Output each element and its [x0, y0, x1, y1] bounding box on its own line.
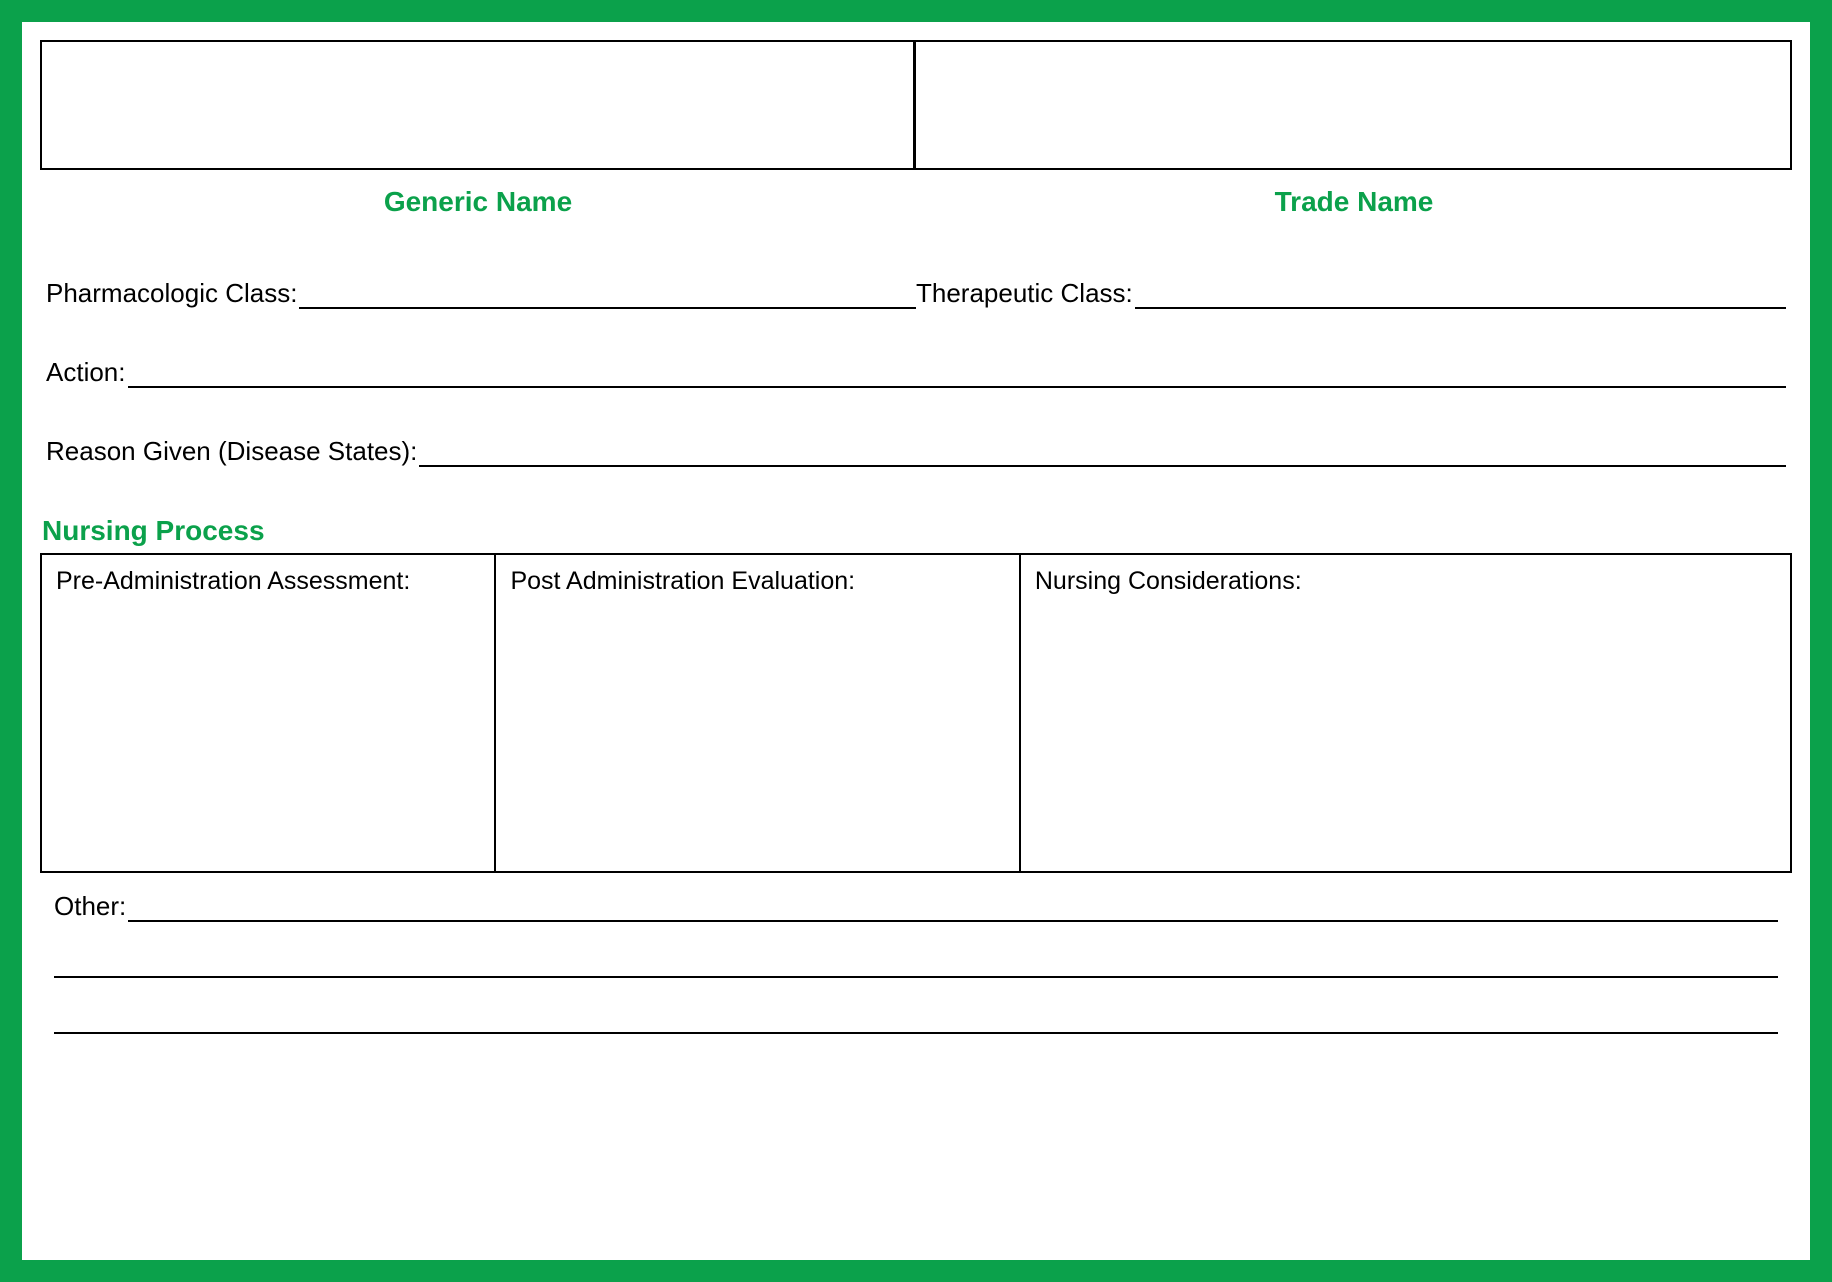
other-section: Other: — [40, 891, 1792, 1034]
action-label: Action: — [46, 357, 128, 388]
generic-name-box[interactable] — [42, 42, 916, 168]
action-row: Action: — [46, 357, 1786, 388]
therapeutic-class-label: Therapeutic Class: — [916, 278, 1135, 309]
generic-name-header-wrap: Generic Name — [40, 186, 916, 218]
action-line[interactable] — [128, 362, 1787, 388]
pre-administration-label: Pre-Administration Assessment: — [56, 567, 410, 595]
therapeutic-class-line[interactable] — [1135, 283, 1786, 309]
generic-name-header: Generic Name — [384, 186, 572, 217]
top-name-box — [40, 40, 1792, 170]
pharmacologic-class-label: Pharmacologic Class: — [46, 278, 299, 309]
nursing-process-header: Nursing Process — [40, 515, 1792, 547]
other-row-2 — [54, 952, 1778, 978]
pharmacologic-class-wrap: Pharmacologic Class: — [46, 278, 916, 309]
other-line-1[interactable] — [128, 896, 1778, 922]
fill-section: Pharmacologic Class: Therapeutic Class: … — [40, 278, 1792, 467]
outer-border: Generic Name Trade Name Pharmacologic Cl… — [0, 0, 1832, 1282]
pharmacologic-class-line[interactable] — [299, 283, 916, 309]
other-row-3 — [54, 1008, 1778, 1034]
therapeutic-class-wrap: Therapeutic Class: — [916, 278, 1786, 309]
reason-given-line[interactable] — [419, 441, 1786, 467]
pre-administration-cell[interactable]: Pre-Administration Assessment: — [42, 555, 496, 871]
inner-content: Generic Name Trade Name Pharmacologic Cl… — [40, 40, 1792, 1260]
reason-row: Reason Given (Disease States): — [46, 436, 1786, 467]
other-line-2[interactable] — [54, 952, 1778, 978]
nursing-process-table: Pre-Administration Assessment: Post Admi… — [40, 553, 1792, 873]
nursing-considerations-cell[interactable]: Nursing Considerations: — [1021, 555, 1790, 871]
trade-name-header-wrap: Trade Name — [916, 186, 1792, 218]
other-label: Other: — [54, 891, 128, 922]
nursing-considerations-label: Nursing Considerations: — [1035, 567, 1302, 595]
reason-given-label: Reason Given (Disease States): — [46, 436, 419, 467]
trade-name-box[interactable] — [916, 42, 1790, 168]
class-row: Pharmacologic Class: Therapeutic Class: — [46, 278, 1786, 309]
top-headers-row: Generic Name Trade Name — [40, 186, 1792, 218]
trade-name-header: Trade Name — [1275, 186, 1434, 217]
other-row-1: Other: — [54, 891, 1778, 922]
other-line-3[interactable] — [54, 1008, 1778, 1034]
post-administration-label: Post Administration Evaluation: — [510, 567, 855, 595]
post-administration-cell[interactable]: Post Administration Evaluation: — [496, 555, 1020, 871]
